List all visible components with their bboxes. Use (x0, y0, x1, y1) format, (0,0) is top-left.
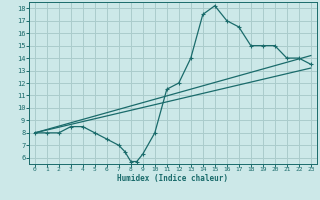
X-axis label: Humidex (Indice chaleur): Humidex (Indice chaleur) (117, 174, 228, 183)
